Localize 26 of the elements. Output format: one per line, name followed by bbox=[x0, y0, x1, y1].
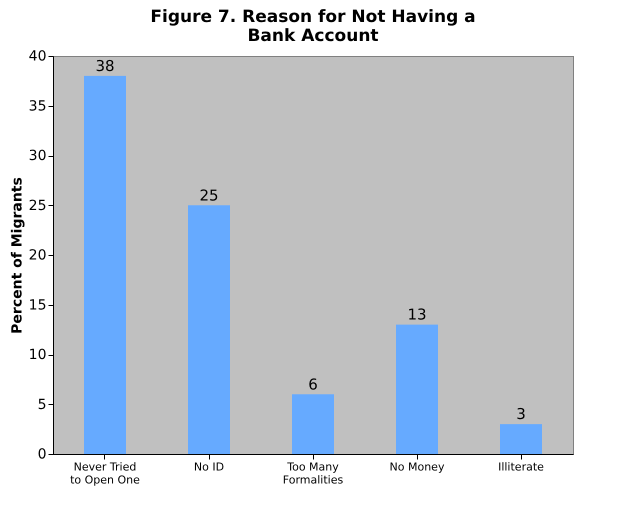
x-tick-label: Too Many Formalities bbox=[282, 460, 344, 486]
x-tick-label: Never Tried to Open One bbox=[70, 460, 140, 486]
y-tick-label: 0 bbox=[38, 446, 46, 462]
y-tick-label: 5 bbox=[38, 396, 46, 413]
chart-title: Figure 7. Reason for Not Having a Bank Account bbox=[150, 7, 476, 46]
y-tick-label: 10 bbox=[28, 347, 46, 363]
y-tick-label: 30 bbox=[28, 148, 46, 164]
bar bbox=[84, 76, 126, 454]
y-tick-label: 40 bbox=[28, 48, 46, 64]
data-label: 25 bbox=[199, 186, 219, 204]
data-label: 13 bbox=[407, 306, 427, 324]
bar bbox=[396, 324, 438, 454]
x-tick-label: No Money bbox=[390, 460, 445, 474]
y-axis-title: Percent of Migrants bbox=[10, 177, 26, 334]
data-label: 6 bbox=[308, 375, 318, 394]
bar bbox=[292, 394, 334, 454]
y-tick-label: 15 bbox=[28, 297, 46, 314]
bar bbox=[500, 424, 542, 454]
y-tick-label: 35 bbox=[28, 98, 46, 114]
x-tick-label: No ID bbox=[194, 460, 224, 474]
data-label: 38 bbox=[95, 56, 115, 75]
data-label: 3 bbox=[516, 405, 526, 424]
bar bbox=[188, 205, 230, 454]
y-tick-label: 20 bbox=[28, 248, 46, 264]
y-tick-label: 25 bbox=[28, 198, 46, 214]
x-tick-label: Illiterate bbox=[498, 460, 544, 474]
